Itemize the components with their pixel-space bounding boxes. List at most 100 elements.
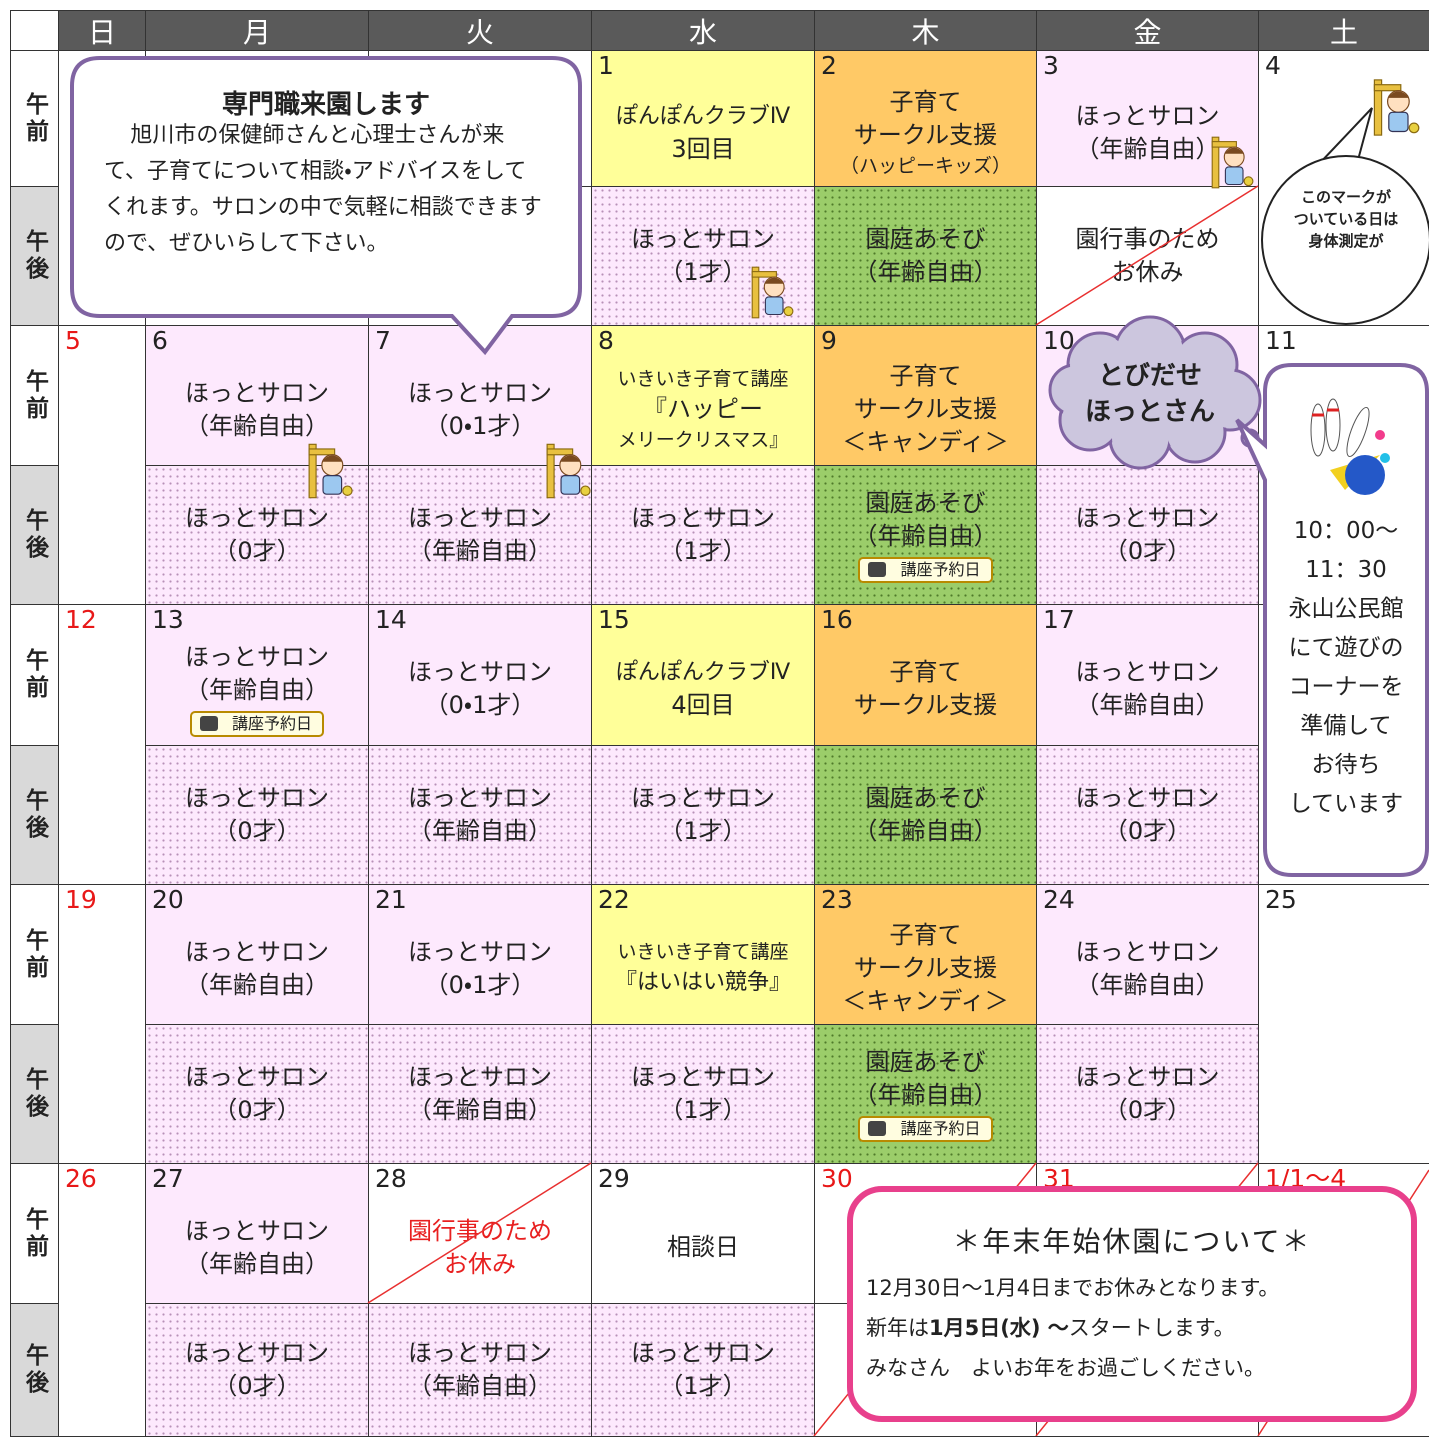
cell-line: （年齢自由） xyxy=(408,1372,552,1400)
day-header: 月 xyxy=(145,10,369,51)
cell-line: ほっとサロン xyxy=(408,1063,552,1091)
am-cell: 21 ほっとサロン （0・1才） xyxy=(368,884,592,1025)
cell-line: ほっとサロン xyxy=(185,378,329,407)
date-number: 13 xyxy=(152,605,184,634)
cell-content: ほっとサロン （0才） xyxy=(1037,466,1258,604)
am-cell: 25 xyxy=(1258,884,1429,1164)
badge: 講座予約日 xyxy=(858,557,993,583)
pm-cell: ほっとサロン （1才） xyxy=(591,1024,815,1164)
cell-content: ほっとサロン （0才） xyxy=(1037,746,1258,884)
callout-body: 旭川市の保健師さんと心理士さんが来て、子育てについて相談・アドバイスをしてくれま… xyxy=(104,123,542,256)
period-label: 午前 xyxy=(10,604,59,746)
am-cell: 22 いきいき子育て講座 『はいはい競争』 xyxy=(591,884,815,1025)
cell-content: 園行事のため お休み xyxy=(1037,187,1258,325)
date-number: 1 xyxy=(598,51,614,80)
cell-content: 子育て サークル支援 （ハッピーキッズ） xyxy=(815,79,1036,186)
callout-line: 身体測定が xyxy=(1308,232,1384,250)
cell-content: ほっとサロン （0才） xyxy=(146,466,368,604)
date-number: 2 xyxy=(821,51,837,80)
am-cell: 1/1～4 xyxy=(1258,1163,1429,1437)
cell-line: （年齢自由） xyxy=(1075,134,1220,163)
day-header: 金 xyxy=(1036,10,1259,51)
cell-content: ほっとサロン （年齢自由） xyxy=(1037,913,1258,1024)
cell-line: （ハッピーキッズ） xyxy=(839,154,1011,177)
cell-content: ほっとサロン （0・1才） xyxy=(369,913,591,1024)
info-line: コーナーを xyxy=(1288,674,1404,700)
date-number: 22 xyxy=(598,885,630,914)
pm-cell: 園庭あそび （年齢自由） xyxy=(814,186,1037,326)
date-number: 28 xyxy=(375,1164,407,1193)
date-number: 15 xyxy=(598,605,630,634)
cell-line: ほっとサロン xyxy=(1075,658,1220,686)
notice-line: 12月30日～1月4日までお休みとなります。 xyxy=(866,1276,1280,1300)
am-cell: 17 ほっとサロン （年齢自由） xyxy=(1036,604,1259,746)
cell-line: 園行事のため xyxy=(408,1216,552,1245)
pm-cell: ほっとサロン （1才） xyxy=(591,186,815,326)
info-line: にて遊びの xyxy=(1288,635,1404,661)
cell-line: （1才） xyxy=(659,1096,747,1124)
cell-line: 園庭あそび xyxy=(865,489,986,517)
am-cell: 6 ほっとサロン （年齢自由） xyxy=(145,325,369,466)
date-number: 1/1～4 xyxy=(1265,1164,1347,1193)
cell-line: ほっとサロン xyxy=(185,1063,329,1091)
cell-line: ＜キャンディ＞ xyxy=(842,987,1009,1015)
am-cell: 16 子育て サークル支援 xyxy=(814,604,1037,746)
cell-content: 子育て サークル支援 ＜キャンディ＞ xyxy=(815,913,1036,1024)
notice-text: スタートします。 xyxy=(1068,1316,1235,1340)
am-cell: 2 子育て サークル支援 （ハッピーキッズ） xyxy=(814,50,1037,187)
cell-line: （0才） xyxy=(1103,817,1192,845)
callout-title: 専門職来園します xyxy=(221,90,430,120)
cell-line: 園庭あそび xyxy=(865,225,986,253)
cell-content: ほっとサロン （0才） xyxy=(146,1304,368,1436)
cell-content: ほっとサロン （0・1才） xyxy=(369,633,591,745)
cell-content: 園庭あそび （年齢自由） xyxy=(815,187,1036,325)
pm-cell: ほっとサロン （年齢自由） xyxy=(368,745,592,885)
callout-line: ついている日は xyxy=(1293,210,1399,228)
info-line: 10：00～ xyxy=(1293,518,1399,544)
cell-line: （年齢自由） xyxy=(853,1081,998,1109)
cell-line: ほっとサロン xyxy=(408,937,552,966)
pm-cell: ほっとサロン （年齢自由） xyxy=(368,465,592,605)
cell-line: （年齢自由） xyxy=(185,411,329,440)
cell-line: （年齢自由） xyxy=(408,537,552,565)
cell-line: 子育て xyxy=(889,87,962,116)
cell-line: （年齢自由） xyxy=(408,817,552,845)
cell-line: ほっとサロン xyxy=(1075,504,1220,532)
date-number: 21 xyxy=(375,885,407,914)
pm-cell: ほっとサロン （0才） xyxy=(145,1303,369,1437)
cell-line: お休み xyxy=(1111,258,1184,286)
cell-line: ほっとサロン xyxy=(631,784,775,812)
day-header: 土 xyxy=(1258,10,1429,51)
cell-content: ほっとサロン （年齢自由） xyxy=(369,466,591,604)
cell-line: （年齢自由） xyxy=(408,1096,552,1124)
am-cell: 19 xyxy=(58,884,146,1164)
cell-line: （0才） xyxy=(1103,537,1192,565)
date-number: 27 xyxy=(152,1164,184,1193)
info-line: 永山公民館 xyxy=(1288,596,1404,622)
pm-cell: ほっとサロン （0才） xyxy=(145,745,369,885)
am-cell: 23 子育て サークル支援 ＜キャンディ＞ xyxy=(814,884,1037,1025)
date-number: 19 xyxy=(65,885,97,914)
cell-line: ほっとサロン xyxy=(185,1339,329,1367)
cell-line: サークル支援 xyxy=(853,395,998,423)
cell-content: ほっとサロン （年齢自由） xyxy=(1037,79,1258,186)
cell-line: （1才） xyxy=(659,258,747,286)
cell-content: ほっとサロン （0才） xyxy=(146,746,368,884)
cell-line: ほっとサロン xyxy=(185,784,329,812)
date-number: 10 xyxy=(1043,326,1075,355)
day-header: 日 xyxy=(58,10,146,51)
cell-content: 園庭あそび （年齢自由） 講座予約日 xyxy=(815,1025,1036,1163)
phone-icon xyxy=(199,716,218,731)
cloud-text: とびだせ ほっとさん xyxy=(1060,358,1240,430)
cell-line: （0才） xyxy=(213,1372,301,1400)
period-text: 午前 xyxy=(21,1206,48,1261)
date-number: 7 xyxy=(375,326,391,355)
date-number: 23 xyxy=(821,885,853,914)
cell-content: 園庭あそび （年齢自由） xyxy=(815,746,1036,884)
period-text: 午前 xyxy=(21,368,48,423)
cell-line: いきいき子育て講座 xyxy=(617,368,789,390)
notice-emphasis: 1月5日(水) ～ xyxy=(929,1316,1069,1340)
cell-line: （1才） xyxy=(659,1372,747,1400)
date-number: 8 xyxy=(598,326,614,355)
